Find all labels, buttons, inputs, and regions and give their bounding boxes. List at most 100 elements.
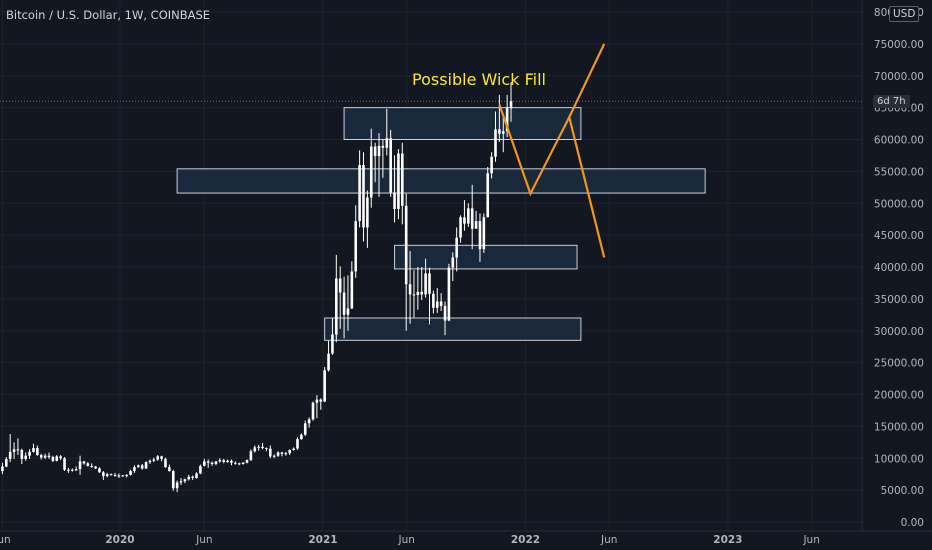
candle-body: [463, 217, 466, 224]
candle-body: [505, 108, 509, 132]
candle-body: [187, 476, 191, 480]
candle-body: [474, 221, 478, 229]
price-tick-label: 70000.00: [874, 71, 924, 83]
candle-body: [432, 293, 435, 308]
candle-body: [319, 399, 323, 402]
candle-body: [276, 452, 280, 456]
candle-body: [482, 217, 486, 250]
candle-body: [342, 292, 346, 315]
candle-body: [443, 305, 447, 321]
support-resistance-zone: [394, 244, 578, 270]
candle-body: [397, 153, 400, 209]
candle-body: [486, 173, 490, 218]
candle-body: [424, 273, 427, 295]
candle-body: [129, 471, 132, 475]
candle-body: [125, 474, 128, 477]
time-tick-label: Jun: [0, 534, 11, 546]
candle-body: [113, 474, 117, 477]
candle-body: [292, 448, 295, 450]
candle-body: [467, 208, 470, 224]
candle-body: [133, 467, 136, 471]
candle-body: [280, 452, 284, 454]
candle-body: [140, 465, 144, 469]
candle-body: [241, 462, 245, 464]
candle-body: [144, 462, 148, 469]
candle-body: [459, 217, 462, 238]
time-tick-label: 2021: [308, 534, 337, 546]
candle-body: [412, 294, 416, 296]
price-tick-label: 35000.00: [874, 294, 924, 306]
candle-body: [509, 101, 513, 109]
candle-body: [501, 131, 505, 134]
candle-body: [226, 460, 229, 463]
candle-body: [210, 462, 214, 464]
candle-body: [377, 145, 381, 157]
candle-body: [494, 129, 497, 157]
price-tick-label: 25000.00: [874, 358, 924, 370]
candle-body: [303, 423, 307, 435]
candle-body: [78, 461, 82, 470]
time-axis[interactable]: Jun 2020 Jun 2021 Jun 2022 Jun 2023 Jun: [0, 530, 932, 550]
candle-body: [47, 455, 51, 457]
candle-body: [323, 370, 326, 402]
candle-body: [218, 460, 222, 462]
candle-body: [257, 446, 260, 448]
candle-body: [272, 455, 276, 457]
projection-path: [498, 104, 606, 258]
candle-body: [171, 471, 175, 489]
wick-fill-annotation[interactable]: Possible Wick Fill: [412, 70, 546, 89]
candle-body: [393, 192, 396, 209]
candle-body: [381, 145, 385, 148]
bar-countdown-label: 6d 7h: [873, 95, 910, 108]
candle-body: [447, 267, 451, 321]
candle-body: [90, 465, 94, 467]
candle-body: [385, 138, 389, 148]
candle-body: [222, 460, 226, 463]
candle-body: [230, 460, 233, 463]
candle-body: [1, 466, 4, 471]
projection-layer: [498, 43, 606, 258]
candle-body: [234, 462, 237, 464]
candle-body: [67, 469, 70, 471]
candle-body: [214, 461, 218, 464]
price-tick-label: 50000.00: [874, 198, 924, 210]
candle-body: [20, 449, 24, 459]
candle-body: [98, 468, 101, 473]
candle-body: [183, 479, 187, 482]
candle-body: [335, 278, 338, 335]
candle-body: [168, 467, 171, 471]
candle-body: [71, 469, 74, 471]
candle-body: [117, 475, 121, 477]
candle-body: [16, 449, 20, 451]
candle-body: [36, 448, 39, 456]
candle-body: [179, 481, 183, 483]
candle-body: [86, 463, 90, 466]
projection-path: [568, 43, 606, 118]
price-axis[interactable]: 0.00 5000.00 10000.00 15000.00 20000.00 25000…: [861, 0, 932, 550]
candle-body: [350, 271, 354, 309]
candle-body: [420, 291, 424, 295]
candle-body: [346, 308, 350, 315]
currency-selector[interactable]: USD: [889, 6, 920, 22]
price-tick-label: 30000.00: [874, 326, 924, 338]
price-tick-label: 10000.00: [874, 453, 924, 465]
candle-body: [470, 208, 474, 229]
candle-body: [28, 451, 31, 456]
price-tick-label: 55000.00: [874, 166, 924, 178]
candle-body: [253, 447, 257, 452]
candle-body: [416, 291, 420, 296]
candle-body: [315, 399, 319, 403]
time-tick-label: 2023: [713, 534, 742, 546]
candle-body: [63, 458, 66, 470]
symbol-header: Bitcoin / U.S. Dollar, 1W, COINBASE: [6, 8, 211, 22]
candle-body: [237, 463, 241, 465]
candle-body: [51, 456, 55, 461]
time-tick-label: Jun: [600, 534, 617, 546]
candle-body: [203, 461, 206, 466]
candle-body: [160, 456, 163, 459]
candle-body: [327, 353, 330, 371]
price-tick-label: 20000.00: [874, 390, 924, 402]
candle-body: [362, 165, 365, 228]
price-tick-label: 60000.00: [874, 135, 924, 147]
candle-body: [331, 334, 334, 354]
